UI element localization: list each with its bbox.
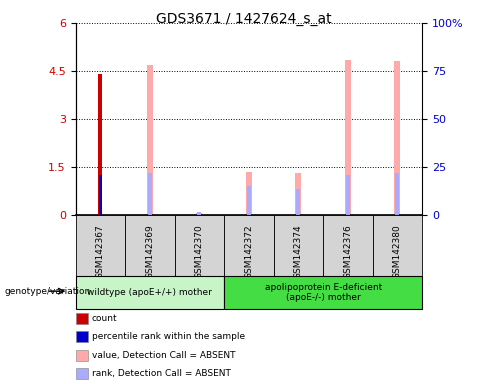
Text: GSM142376: GSM142376 (344, 224, 352, 279)
Bar (76, 215, 125, 276)
Bar (395, 174, 399, 215)
Text: GSM142370: GSM142370 (195, 224, 204, 279)
Bar (76, 276, 224, 309)
Bar (373, 215, 422, 276)
Text: wildtype (apoE+/+) mother: wildtype (apoE+/+) mother (87, 288, 212, 297)
Bar (224, 215, 274, 276)
Text: GSM142380: GSM142380 (393, 224, 402, 279)
Bar (346, 175, 350, 215)
Bar (175, 215, 224, 276)
Bar (125, 215, 175, 276)
Bar (296, 189, 300, 215)
Text: GSM142374: GSM142374 (294, 224, 303, 279)
Bar (99, 74, 102, 215)
Text: count: count (92, 314, 118, 323)
Bar (246, 172, 252, 215)
Text: genotype/variation: genotype/variation (5, 287, 91, 296)
Text: value, Detection Call = ABSENT: value, Detection Call = ABSENT (92, 351, 235, 360)
Bar (224, 276, 422, 309)
Bar (247, 186, 251, 215)
Bar (323, 215, 373, 276)
Bar (345, 60, 351, 215)
Bar (196, 213, 203, 215)
Bar (394, 61, 400, 215)
Text: percentile rank within the sample: percentile rank within the sample (92, 332, 245, 341)
Text: rank, Detection Call = ABSENT: rank, Detection Call = ABSENT (92, 369, 231, 378)
Text: GSM142367: GSM142367 (96, 224, 105, 279)
Bar (147, 65, 153, 215)
Bar (295, 174, 302, 215)
Bar (99, 175, 102, 215)
Bar (274, 215, 323, 276)
Text: GSM142372: GSM142372 (244, 224, 253, 279)
Text: GSM142369: GSM142369 (145, 224, 154, 279)
Text: apolipoprotein E-deficient
(apoE-/-) mother: apolipoprotein E-deficient (apoE-/-) mot… (264, 283, 382, 303)
Bar (148, 174, 152, 215)
Text: GDS3671 / 1427624_s_at: GDS3671 / 1427624_s_at (156, 12, 332, 25)
Bar (198, 212, 202, 215)
